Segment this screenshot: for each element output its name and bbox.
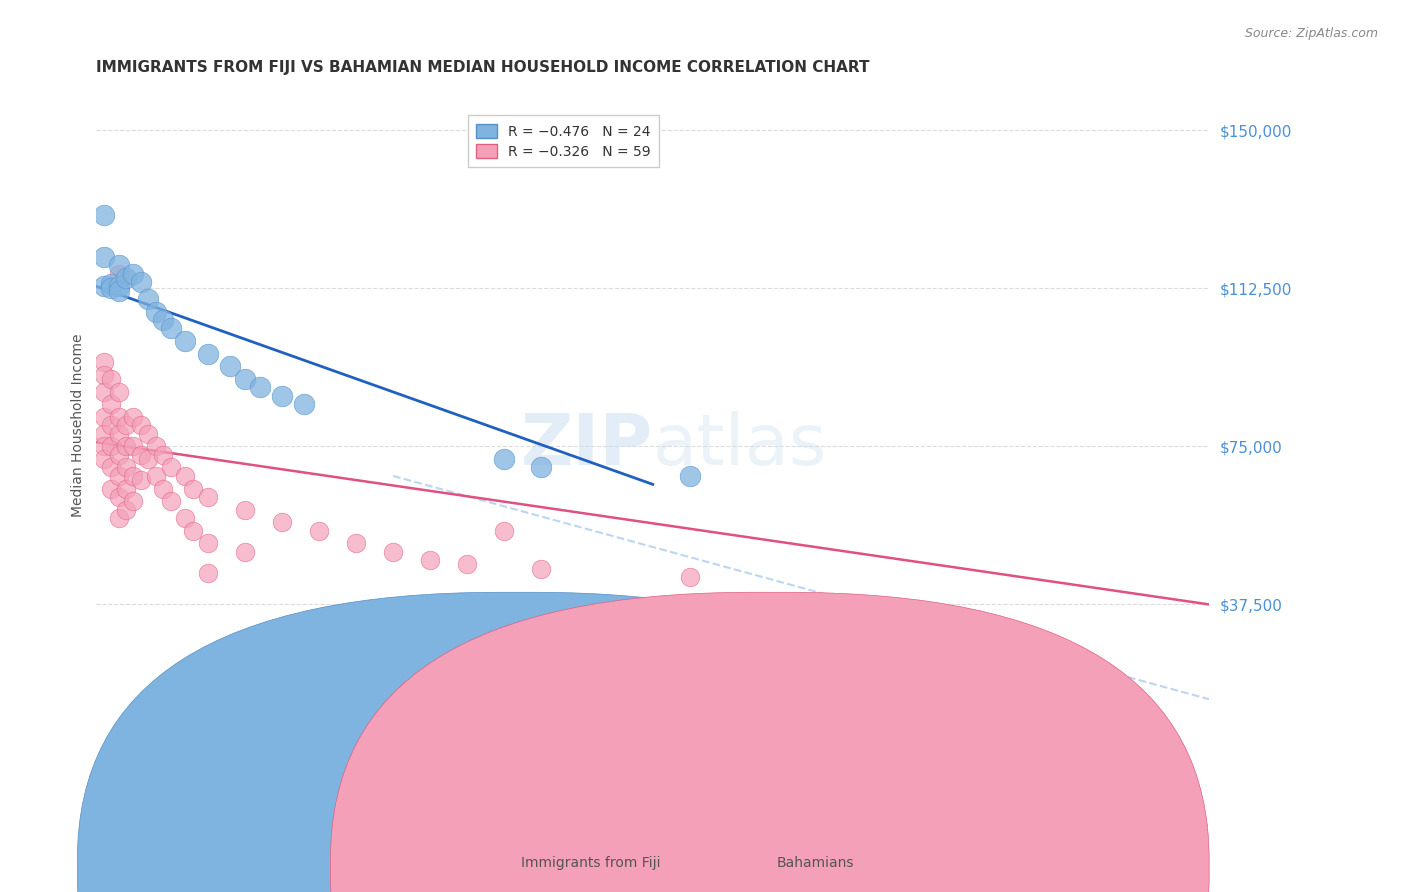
Point	[679, 570, 702, 584]
Point	[107, 384, 129, 399]
Point	[197, 536, 219, 550]
Point	[136, 292, 159, 306]
Point	[197, 566, 219, 580]
Point	[93, 355, 115, 369]
Point	[115, 418, 138, 433]
Point	[249, 380, 271, 394]
Point	[456, 558, 478, 572]
Y-axis label: Median Household Income: Median Household Income	[72, 334, 86, 517]
Point	[100, 397, 122, 411]
Point	[93, 439, 115, 453]
Text: Source: ZipAtlas.com: Source: ZipAtlas.com	[1244, 27, 1378, 40]
Point	[122, 267, 145, 281]
Point	[145, 439, 167, 453]
Point	[136, 452, 159, 467]
Point	[382, 545, 405, 559]
Point	[679, 469, 702, 483]
Point	[218, 359, 240, 374]
Text: IMMIGRANTS FROM FIJI VS BAHAMIAN MEDIAN HOUSEHOLD INCOME CORRELATION CHART: IMMIGRANTS FROM FIJI VS BAHAMIAN MEDIAN …	[97, 60, 870, 75]
Point	[233, 502, 256, 516]
Point	[100, 482, 122, 496]
Point	[93, 452, 115, 467]
Point	[152, 448, 174, 462]
Point	[181, 524, 204, 538]
Point	[494, 524, 516, 538]
Point	[115, 482, 138, 496]
Point	[174, 511, 197, 525]
Point	[494, 452, 516, 467]
Point	[122, 439, 145, 453]
Point	[292, 397, 315, 411]
Point	[100, 460, 122, 475]
Point	[174, 469, 197, 483]
Point	[115, 271, 138, 285]
Point	[100, 418, 122, 433]
Point	[122, 469, 145, 483]
Point	[100, 372, 122, 386]
Point	[530, 460, 553, 475]
Point	[159, 460, 181, 475]
Point	[93, 250, 115, 264]
Point	[93, 426, 115, 441]
Point	[122, 494, 145, 508]
Text: atlas: atlas	[652, 411, 827, 480]
Point	[100, 439, 122, 453]
Point	[197, 347, 219, 361]
Point	[419, 553, 441, 567]
Text: 0.0%: 0.0%	[97, 816, 135, 831]
Point	[93, 279, 115, 293]
Point	[270, 516, 292, 530]
Text: Bahamians: Bahamians	[776, 855, 855, 870]
Point	[107, 448, 129, 462]
Point	[152, 313, 174, 327]
Point	[197, 490, 219, 504]
Point	[181, 482, 204, 496]
Point	[115, 439, 138, 453]
Point	[107, 511, 129, 525]
Point	[107, 426, 129, 441]
Point	[159, 494, 181, 508]
Point	[530, 561, 553, 575]
Point	[107, 469, 129, 483]
Point	[107, 490, 129, 504]
Point	[308, 524, 330, 538]
Point	[152, 482, 174, 496]
Point	[145, 304, 167, 318]
Text: Immigrants from Fiji: Immigrants from Fiji	[520, 855, 661, 870]
Point	[115, 502, 138, 516]
Text: ZIP: ZIP	[520, 411, 652, 480]
Point	[270, 389, 292, 403]
Point	[107, 279, 129, 293]
Point	[129, 473, 152, 487]
Point	[100, 281, 122, 295]
Point	[93, 368, 115, 382]
Point	[233, 372, 256, 386]
Point	[122, 409, 145, 424]
Point	[129, 448, 152, 462]
Point	[136, 426, 159, 441]
Point	[145, 469, 167, 483]
Point	[115, 460, 138, 475]
Point	[344, 536, 367, 550]
Point	[93, 208, 115, 222]
Point	[107, 258, 129, 272]
Point	[107, 284, 129, 298]
Point	[159, 321, 181, 335]
Point	[93, 384, 115, 399]
Point	[129, 418, 152, 433]
Point	[174, 334, 197, 348]
Text: 15.0%: 15.0%	[1161, 816, 1209, 831]
Legend: R = −0.476   N = 24, R = −0.326   N = 59: R = −0.476 N = 24, R = −0.326 N = 59	[468, 115, 659, 168]
Point	[107, 267, 129, 281]
Point	[107, 409, 129, 424]
Point	[233, 545, 256, 559]
Point	[129, 275, 152, 289]
Point	[93, 409, 115, 424]
Point	[100, 277, 122, 292]
